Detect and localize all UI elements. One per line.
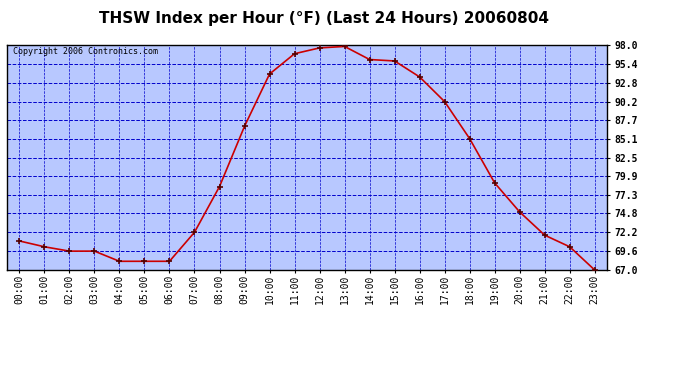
Text: Copyright 2006 Contronics.com: Copyright 2006 Contronics.com: [13, 47, 158, 56]
Text: THSW Index per Hour (°F) (Last 24 Hours) 20060804: THSW Index per Hour (°F) (Last 24 Hours)…: [99, 11, 549, 26]
